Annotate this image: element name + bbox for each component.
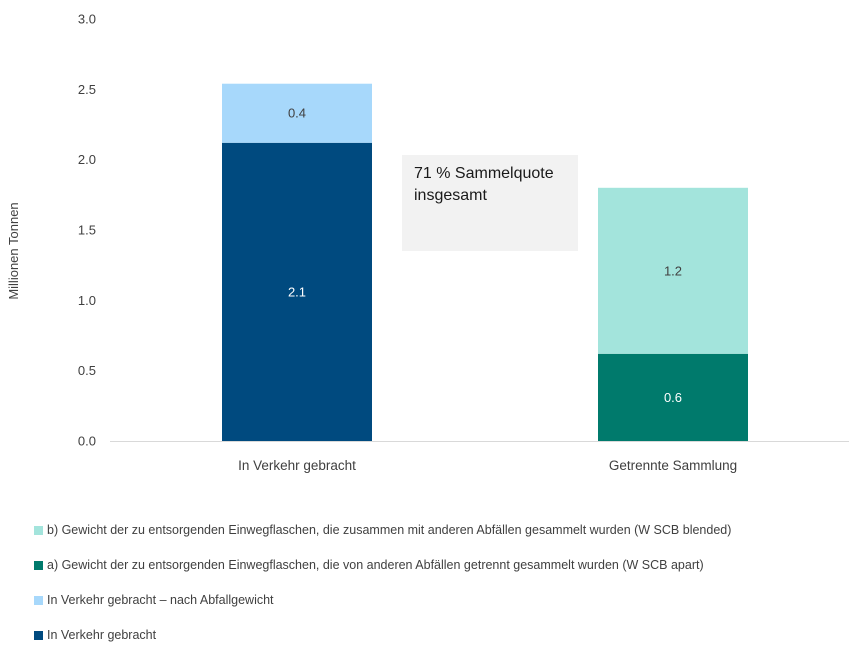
bar-segment [222,142,372,441]
legend-label: In Verkehr gebracht [47,628,157,642]
bar-segment [598,353,748,441]
legend-label: a) Gewicht der zu entsorgenden Einwegfla… [47,558,704,572]
legend-swatch [34,560,43,570]
collection-rate-annotation: 71 % Sammelquote insgesamt [402,155,578,251]
legend-swatch [34,595,43,605]
legend-item: In Verkehr gebracht – nach Abfallgewicht [34,592,731,608]
legend-swatch [34,630,43,640]
x-category-label: Getrennte Sammlung [609,458,737,473]
y-tick-label: 3.0 [78,12,96,27]
legend-item: a) Gewicht der zu entsorgenden Einwegfla… [34,557,731,573]
legend: b) Gewicht der zu entsorgenden Einwegfla… [34,522,731,662]
bar-segment [222,83,372,143]
x-category-label: In Verkehr gebracht [238,458,356,473]
y-tick-label: 1.0 [78,293,96,308]
y-tick-label: 0.5 [78,363,96,378]
legend-item: b) Gewicht der zu entsorgenden Einwegfla… [34,522,731,538]
legend-item: In Verkehr gebracht [34,627,731,643]
data-label: 0.4 [288,106,306,121]
y-tick-label: 2.0 [78,152,96,167]
annotation-line-2: insgesamt [414,187,487,204]
y-tick-label: 1.5 [78,223,96,238]
bars: 2.1 0.4 0.6 1.2 [222,83,748,441]
legend-label: In Verkehr gebracht – nach Abfallgewicht [47,593,274,607]
y-axis-ticks: 0.0 0.5 1.0 1.5 2.0 2.5 3.0 [78,12,96,449]
stacked-bar-chart: Millionen Tonnen 0.0 0.5 1.0 1.5 2.0 2.5 3.0 2… [6,12,849,473]
y-tick-label: 2.5 [78,82,96,97]
y-tick-label: 0.0 [78,434,96,449]
data-label: 1.2 [664,263,682,278]
x-axis-categories: In Verkehr gebracht Getrennte Sammlung [238,458,737,473]
data-label: 2.1 [288,284,306,299]
y-axis-label: Millionen Tonnen [6,202,21,299]
data-label: 0.6 [664,390,682,405]
legend-swatch [34,525,43,535]
bar-segment [598,187,748,354]
annotation-line-1: 71 % Sammelquote [414,165,554,182]
legend-label: b) Gewicht der zu entsorgenden Einwegfla… [47,523,732,537]
